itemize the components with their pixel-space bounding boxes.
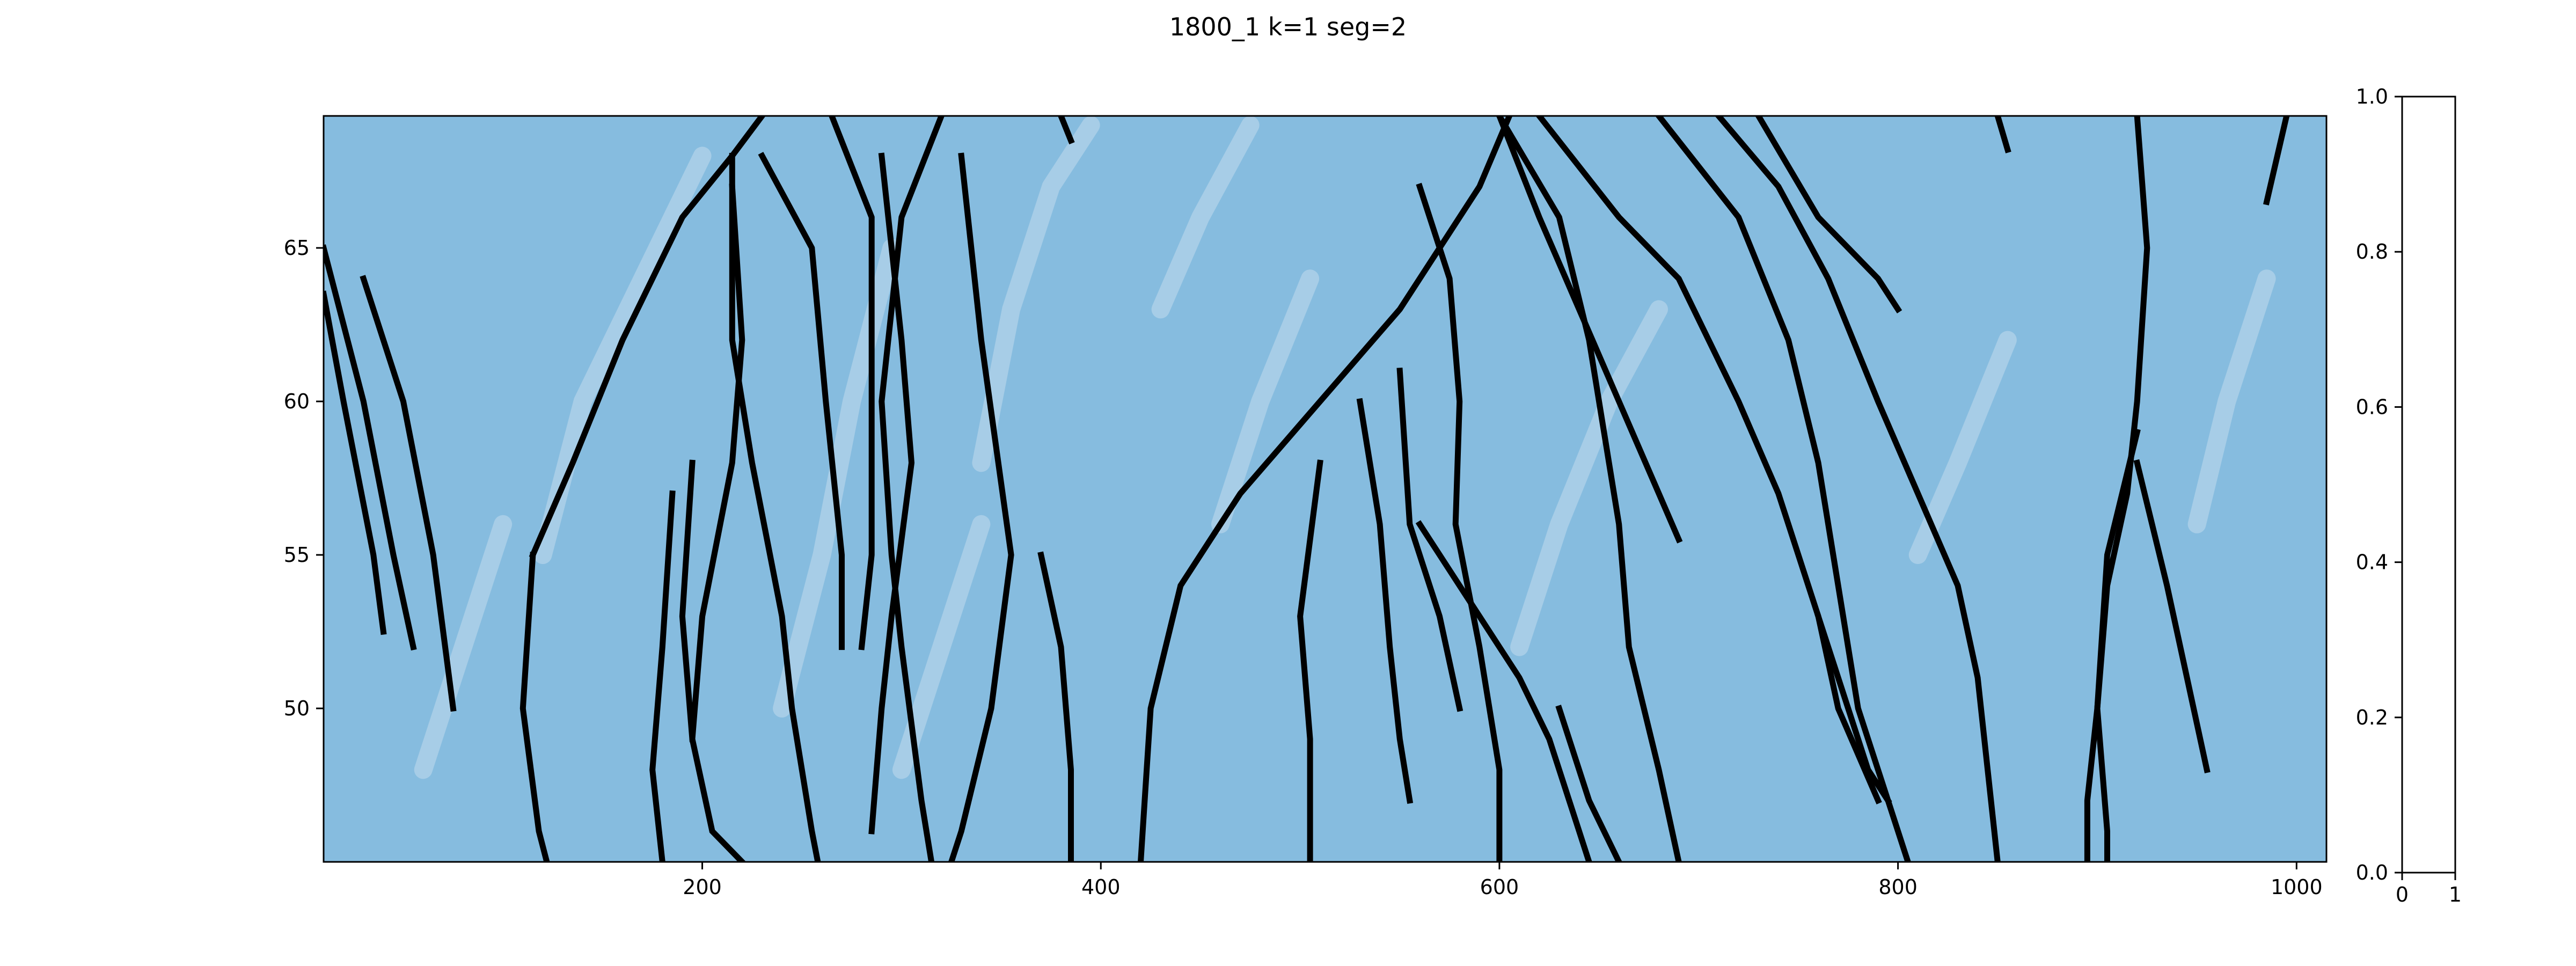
- colorbar-x-tick-label: 1: [2449, 883, 2462, 906]
- contour-line: [1058, 116, 1075, 144]
- contour-line: [1814, 612, 1892, 805]
- chart-title: 1800_1 k=1 seg=2: [1169, 12, 1407, 41]
- y-tick-label: 50: [284, 697, 310, 720]
- contour-line: [758, 151, 845, 650]
- contour-line: [1535, 116, 1882, 804]
- heatmap-plot: 200 400 600 800 1000 50 55 60 65: [284, 115, 2328, 899]
- colorbar-y-tick-label: 0.2: [2356, 706, 2388, 729]
- colorbar-y-tick-label: 0.8: [2356, 240, 2388, 264]
- contour-line: [1755, 116, 1902, 314]
- contour-line: [1715, 116, 2001, 862]
- y-tick-label: 65: [284, 236, 310, 260]
- colorbar-y-tick-label: 0.0: [2356, 861, 2388, 884]
- contour-line: [1655, 116, 1911, 862]
- heatmap-background: [324, 116, 2326, 862]
- contour-line: [324, 290, 387, 635]
- contour-line: [868, 152, 915, 835]
- pale-streak: [972, 116, 1100, 472]
- pale-streak: [1211, 269, 1320, 533]
- contour-line: [948, 152, 1014, 862]
- contour-line: [2094, 116, 2150, 862]
- colorbar-y-axis: 0.0 0.2 0.4 0.6 0.8 1.0: [2356, 85, 2402, 884]
- contour-line: [649, 490, 676, 862]
- pale-streak: [1510, 300, 1668, 656]
- colorbar-frame: [2401, 96, 2456, 874]
- contour-line: [1137, 116, 1513, 862]
- contour-line: [729, 152, 821, 862]
- contour-line: [1496, 116, 1683, 544]
- x-tick-label: 1000: [2271, 875, 2323, 899]
- contour-line: [1356, 398, 1414, 804]
- contour-line: [828, 116, 875, 650]
- contour-line: [2133, 459, 2211, 773]
- contour-line: [360, 275, 457, 712]
- x-axis: 200 400 600 800 1000: [683, 862, 2323, 899]
- x-tick-label: 800: [1878, 875, 1918, 899]
- pale-streak: [1151, 116, 1260, 319]
- contour-line: [519, 552, 550, 862]
- colorbar-y-tick-label: 0.4: [2356, 551, 2388, 574]
- contour-line: [2084, 428, 2141, 862]
- y-tick-label: 55: [284, 543, 310, 567]
- contour-line: [1415, 520, 1592, 862]
- contour-line: [1037, 551, 1074, 862]
- contour-line: [1994, 116, 2011, 153]
- pale-streak: [533, 147, 712, 564]
- x-tick-label: 600: [1480, 875, 1519, 899]
- y-axis: 50 55 60 65: [284, 236, 324, 720]
- colorbar-x-tick-label: 0: [2396, 883, 2409, 906]
- contour-line: [1496, 116, 1682, 862]
- colorbar-y-tick-label: 1.0: [2356, 85, 2388, 108]
- contour-line: [1416, 182, 1503, 862]
- pale-streak: [2187, 269, 2276, 533]
- contour-line: [1297, 459, 1323, 862]
- pale-streak: [414, 515, 513, 779]
- contour-line: [1396, 367, 1463, 712]
- contour-line: [2263, 116, 2290, 206]
- contour-lines: [324, 116, 2290, 862]
- contour-line: [679, 459, 696, 743]
- colorbar-y-tick-label: 0.6: [2356, 395, 2388, 419]
- contour-line: [324, 244, 417, 651]
- x-tick-label: 200: [683, 875, 722, 899]
- contour-line: [879, 116, 945, 862]
- contour-line: [689, 183, 747, 862]
- plot-frame: [323, 115, 2328, 863]
- y-tick-label: 60: [284, 390, 310, 413]
- contour-line: [1555, 705, 1622, 862]
- x-tick-label: 400: [1081, 875, 1121, 899]
- contour-line: [529, 116, 766, 559]
